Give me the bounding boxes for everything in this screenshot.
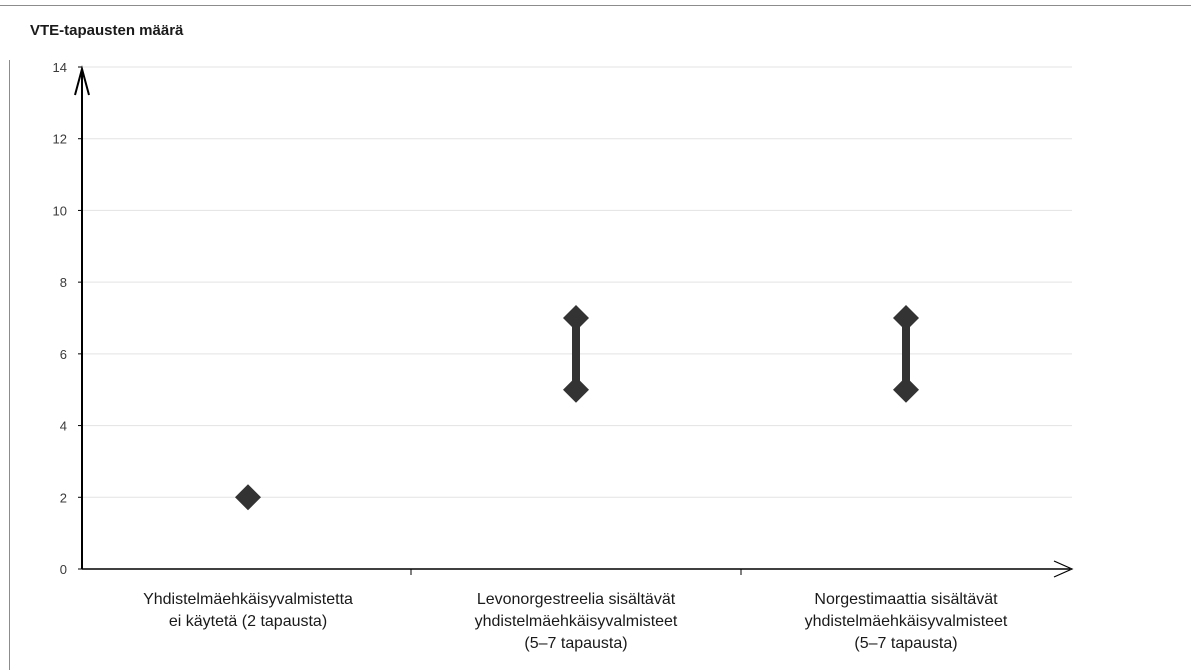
y-axis-arrowhead xyxy=(74,65,90,96)
x-axis-arrowhead xyxy=(1053,560,1074,578)
y-tick-label: 2 xyxy=(60,490,67,505)
y-tick-label: 10 xyxy=(53,203,67,218)
category-label-line: yhdistelmäehkäisyvalmisteet xyxy=(475,613,678,630)
y-tick-label: 12 xyxy=(53,132,67,147)
chart-title: VTE-tapausten määrä xyxy=(30,22,184,39)
top-border xyxy=(0,5,1191,6)
gridlines xyxy=(82,66,1072,498)
y-tick-label: 14 xyxy=(53,60,67,75)
category-label-line: ei käytetä (2 tapausta) xyxy=(169,613,327,630)
y-tick-labels: 0 2 4 6 8 10 12 14 xyxy=(53,60,82,577)
category-label-line: Norgestimaattia sisältävät xyxy=(814,591,998,608)
category-label-line: yhdistelmäehkäisyvalmisteet xyxy=(805,613,1008,630)
y-tick-label: 4 xyxy=(60,419,67,434)
category-label-line: Yhdistelmäehkäisyvalmistetta xyxy=(143,591,353,608)
category-label-line: (5–7 tapausta) xyxy=(524,635,627,652)
range-low-marker xyxy=(563,376,589,403)
point-marker xyxy=(235,484,261,511)
category-labels: Yhdistelmäehkäisyvalmistetta ei käytetä (… xyxy=(143,591,1008,652)
category-label-line: Levonorgestreelia sisältävät xyxy=(477,591,676,608)
axes xyxy=(74,65,1074,578)
y-tick-label: 6 xyxy=(60,347,67,362)
category-label: Yhdistelmäehkäisyvalmistetta ei käytetä (… xyxy=(143,591,353,630)
category-label: Levonorgestreelia sisältävät yhdistelmäeh… xyxy=(475,591,678,652)
left-border xyxy=(9,60,10,670)
range-high-marker xyxy=(563,305,589,331)
y-tick-label: 8 xyxy=(60,275,67,290)
range-high-marker xyxy=(893,305,919,331)
data-marks xyxy=(235,305,919,511)
category-label: Norgestimaattia sisältävät yhdistelmäehkä… xyxy=(805,591,1008,652)
range-low-marker xyxy=(893,376,919,403)
y-tick-label: 0 xyxy=(60,562,67,577)
category-label-line: (5–7 tapausta) xyxy=(854,635,957,652)
